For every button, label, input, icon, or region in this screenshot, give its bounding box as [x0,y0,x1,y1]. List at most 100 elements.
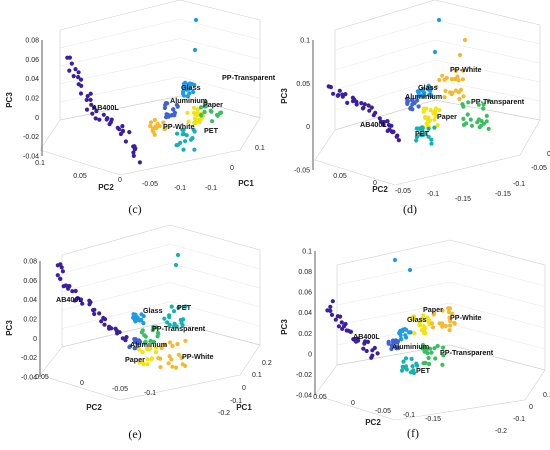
point-pp-transparent [424,348,429,353]
data-points [55,252,188,370]
point-pp-white [174,365,179,370]
z-tick-label: -0.02 [23,134,39,141]
point-pet [165,320,170,325]
x-tick-label: -0.1 [513,181,525,188]
point-ab400l [343,321,348,327]
point-ab400l [378,119,384,124]
point-paper [146,347,151,352]
point-glass [421,94,426,99]
point-pp-white [460,77,465,82]
point-pp-white [442,95,447,100]
point-ab400l [348,329,353,334]
z-tick-label: 0.04 [25,76,39,83]
grid-line [336,281,546,308]
y-tick-label: -0.1 [174,185,186,192]
point-pp-white [152,117,157,123]
data-points [326,17,491,146]
point-ab400l [389,123,394,128]
point-ab400l [361,346,366,351]
cluster-label: PP-Transparent [152,324,206,333]
z-axis-label: PC3 [5,320,14,336]
point-pp-transparent [484,113,489,118]
point-pp-white [461,94,466,99]
point-pp-white [162,127,167,132]
z-tick-label: 0.04 [23,297,37,304]
point-ab400l [375,351,380,356]
point-ab400l [94,109,99,114]
point-pet [183,139,188,144]
point-pet [162,316,167,321]
point-ab400l [88,97,93,102]
point-ab400l [76,82,81,87]
point-pp-white [455,74,460,79]
point-ab400l [369,355,374,360]
point-paper [136,347,141,352]
point-pp-transparent [469,123,475,128]
point-ab400l [335,93,340,98]
point-ab400l [93,116,98,121]
point-pet [414,138,419,143]
point-pp-transparent [466,100,471,105]
point-ab400l [101,112,106,117]
point-ab400l [385,119,390,124]
point-aluminium [410,107,415,112]
point-paper [186,119,191,124]
point-glass [415,94,421,99]
point-pp-white [456,90,461,95]
point-ab400l [372,345,377,351]
point-paper [435,123,440,128]
grid-line [61,301,261,329]
point-ab400l [97,311,102,316]
point-glass [181,89,186,94]
point-pet [429,141,434,146]
x-tick-label: 0 [547,151,550,158]
point-glass [400,327,405,332]
point-pp-white [158,365,163,370]
point-paper [410,316,415,321]
point-ab400l [124,335,129,340]
point-paper [192,112,198,117]
point-ab400l [339,320,344,325]
point-pet [178,140,183,145]
point-pp-transparent [154,325,159,330]
point-paper [199,116,204,121]
point-ab400l [366,103,371,108]
point-pet [184,133,189,138]
y-tick-label: -0.05 [112,386,128,393]
point-ab400l [333,317,338,322]
point-glass [192,47,198,53]
point-ab400l [326,84,331,89]
point-pp-transparent [486,126,491,131]
cluster-label: PET [204,126,219,135]
point-pp-transparent [468,117,473,122]
point-ab400l [131,153,136,158]
point-glass [403,333,408,338]
point-pp-white [161,120,166,125]
point-pet [404,367,409,372]
point-ab400l [345,100,350,105]
x-axis-label: PC1 [238,179,254,188]
data-points [65,17,224,165]
point-pp-transparent [420,342,426,348]
point-pp-transparent [199,112,204,118]
point-aluminium [163,101,169,106]
z-axis-label: PC3 [5,92,14,108]
point-ab400l [78,77,84,82]
y-tick-label: 0.05 [313,394,327,401]
grid-line [59,38,261,67]
point-pet [419,125,424,130]
point-pet [432,125,437,130]
point-pp-transparent [441,353,446,358]
point-ab400l [120,128,125,133]
point-glass [138,318,143,323]
z-tick-label: -0.04 [21,375,37,382]
cluster-label: AB400L [56,295,83,304]
point-paper [191,105,197,110]
x-tick-label: -0.1 [230,398,242,405]
point-pp-transparent [481,106,486,111]
point-pp-transparent [151,324,156,330]
point-ab400l [373,110,378,115]
z-tick-label: 0.02 [23,317,37,324]
point-ab400l [85,94,90,99]
